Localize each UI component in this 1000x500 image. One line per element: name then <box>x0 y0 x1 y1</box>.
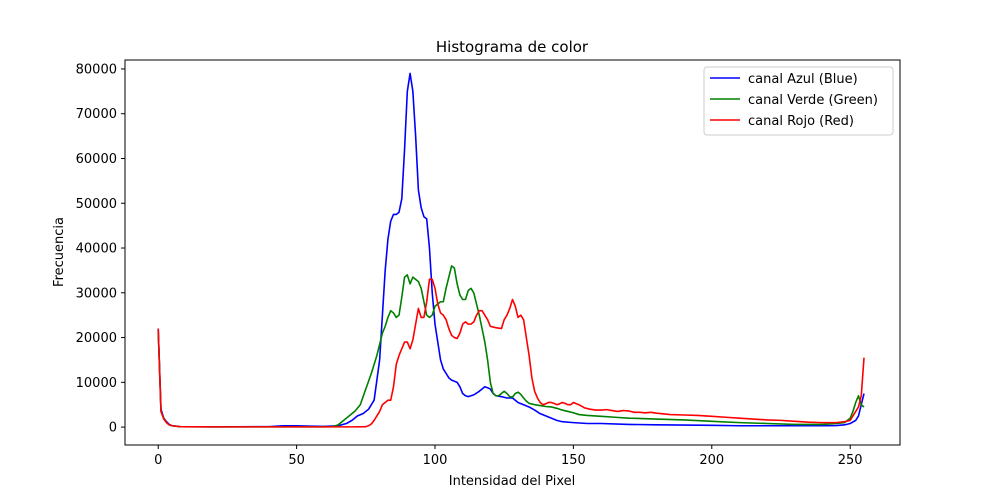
series-line-0 <box>157 72 865 428</box>
legend-label-0: canal Azul (Blue) <box>748 72 858 87</box>
series-line-1 <box>157 265 865 428</box>
axes: 0 50 100 150 200 250 0 10000 20000 30000 40000 5000… <box>76 62 863 468</box>
y-tick-label: 60000 <box>76 152 117 167</box>
plot-lines <box>157 72 865 428</box>
y-tick-label: 20000 <box>76 331 117 346</box>
x-tick-label: 50 <box>288 453 305 468</box>
legend-label-2: canal Rojo (Red) <box>748 114 854 129</box>
plot-frame <box>124 59 901 446</box>
x-axis-label: Intensidad del Pixel <box>449 474 575 489</box>
y-tick-label: 0 <box>109 421 117 436</box>
x-tick-label: 0 <box>154 453 162 468</box>
y-tick-label: 40000 <box>76 242 117 257</box>
legend: canal Azul (Blue) canal Verde (Green) cana… <box>703 66 894 136</box>
y-tick-label: 10000 <box>76 376 117 391</box>
y-tick-label: 70000 <box>76 107 117 122</box>
x-tick-label: 200 <box>699 453 724 468</box>
y-tick-label: 30000 <box>76 286 117 301</box>
y-tick-label: 50000 <box>76 197 117 212</box>
y-axis-label: Frecuencia <box>52 217 67 287</box>
series-line-2 <box>157 278 865 428</box>
chart-title: Histograma de color <box>436 38 589 56</box>
x-tick-label: 150 <box>561 453 586 468</box>
x-tick-label: 250 <box>838 453 863 468</box>
y-tick-label: 80000 <box>76 62 117 77</box>
x-tick-label: 100 <box>423 453 448 468</box>
legend-frame <box>703 66 894 136</box>
legend-label-1: canal Verde (Green) <box>748 93 878 108</box>
